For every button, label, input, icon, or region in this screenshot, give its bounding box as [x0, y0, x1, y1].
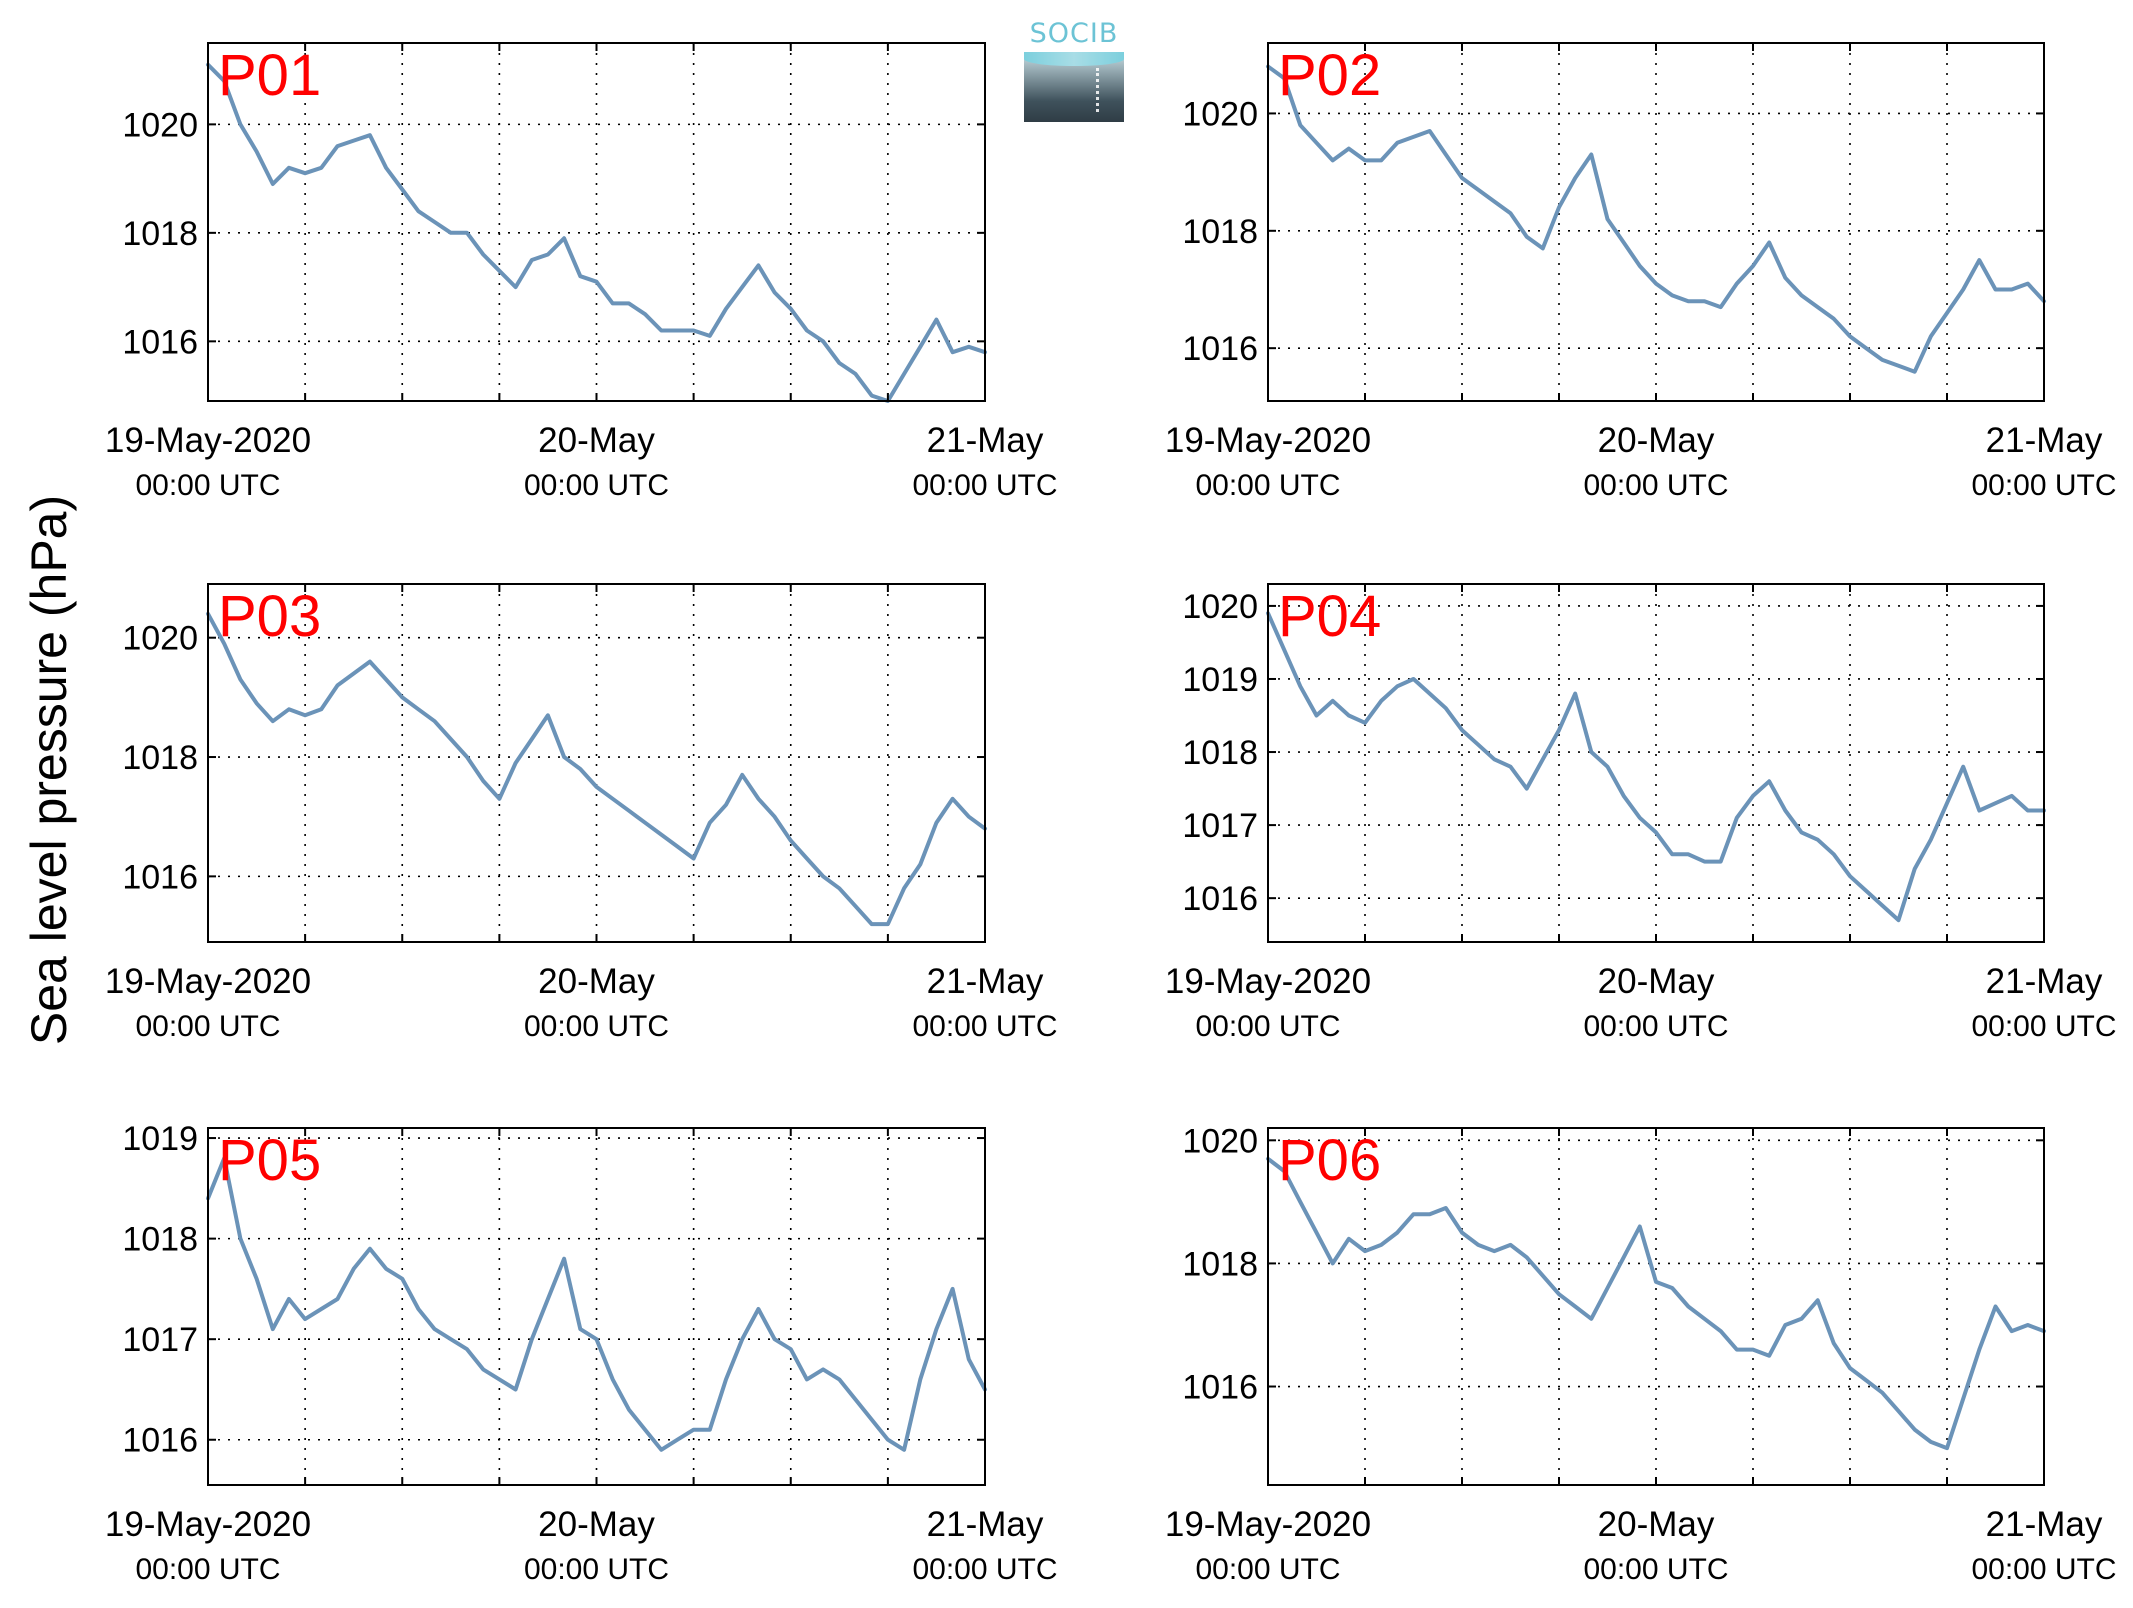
plot-frame [1267, 1127, 2045, 1486]
x-tick-label: 20-May [538, 421, 655, 460]
panel-p03: 1016 1018 1020 19-May-2020 00:00 UTC 20-May 00… [105, 583, 1058, 1043]
y-tick-label: 1016 [1182, 880, 1258, 918]
x-tick-label: 20-May [1598, 962, 1715, 1001]
x-tick-label: 20-May [538, 1505, 655, 1544]
x-tick-sublabel: 00:00 UTC [524, 1010, 669, 1043]
x-tick-sublabel: 00:00 UTC [1583, 1010, 1728, 1043]
x-tick-label: 21-May [927, 962, 1044, 1001]
y-tick-label: 1018 [1182, 734, 1258, 772]
x-tick-label: 20-May [538, 962, 655, 1001]
x-tick-label: 21-May [927, 421, 1044, 460]
y-tick-label: 1016 [122, 323, 198, 361]
x-tick-label: 21-May [1986, 1505, 2103, 1544]
y-tick-label: 1018 [122, 215, 198, 253]
plot-frame [207, 42, 986, 402]
y-tick-label: 1019 [1182, 661, 1258, 699]
y-tick-label: 1020 [122, 106, 198, 144]
series-line-p05 [206, 1156, 987, 1452]
x-tick-sublabel: 00:00 UTC [912, 1010, 1057, 1043]
y-tick-label: 1019 [122, 1120, 198, 1158]
y-axis-title: Sea level pressure (hPa) [21, 495, 77, 1045]
x-tick-label: 21-May [927, 1505, 1044, 1544]
x-tick-sublabel: 00:00 UTC [1195, 469, 1340, 502]
y-tick-label: 1018 [122, 739, 198, 777]
y-tick-label: 1020 [122, 620, 198, 658]
grid [1268, 1128, 2044, 1485]
x-tick-sublabel: 00:00 UTC [524, 469, 669, 502]
series-line-p02 [1266, 64, 2046, 374]
logo-graphic [1024, 52, 1124, 122]
panel-p04: 1016 1017 1018 1019 1020 19-May-2020 00:00 UTC… [1165, 583, 2117, 1043]
x-tick-sublabel: 00:00 UTC [135, 1010, 280, 1043]
y-tick-label: 1020 [1182, 588, 1258, 626]
x-tick-label: 19-May-2020 [105, 962, 311, 1001]
x-tick-sublabel: 00:00 UTC [1195, 1010, 1340, 1043]
panel-label: P01 [218, 43, 321, 108]
x-tick-label: 20-May [1598, 1505, 1715, 1544]
y-tick-label: 1016 [1182, 330, 1258, 368]
grid [208, 43, 985, 401]
y-tick-label: 1018 [1182, 1245, 1258, 1283]
x-tick-sublabel: 00:00 UTC [1583, 1553, 1728, 1586]
grid [208, 584, 985, 942]
x-tick-sublabel: 00:00 UTC [1195, 1553, 1340, 1586]
x-tick-sublabel: 00:00 UTC [1583, 469, 1728, 502]
x-tick-label: 19-May-2020 [105, 421, 311, 460]
y-tick-label: 1020 [1182, 1122, 1258, 1160]
x-tick-sublabel: 00:00 UTC [1971, 1010, 2116, 1043]
y-tick-label: 1017 [122, 1321, 198, 1359]
panel-p05: 1016 1017 1018 1019 19-May-2020 00:00 UTC 20-M… [105, 1120, 1058, 1586]
x-tick-sublabel: 00:00 UTC [135, 469, 280, 502]
x-tick-label: 21-May [1986, 421, 2103, 460]
series-line-p04 [1266, 611, 2046, 923]
y-tick-label: 1017 [1182, 807, 1258, 845]
x-tick-sublabel: 00:00 UTC [912, 469, 1057, 502]
panel-p01: 1016 1018 1020 19-May-2020 00:00 UTC 20-May 00… [105, 42, 1058, 502]
series-line-p03 [206, 611, 987, 927]
y-tick-label: 1020 [1182, 95, 1258, 133]
panel-label: P04 [1278, 584, 1381, 649]
y-tick-label: 1016 [1182, 1369, 1258, 1407]
plot-frame [1267, 583, 2045, 943]
x-tick-sublabel: 00:00 UTC [135, 1553, 280, 1586]
socib-logo: SOCIB [1024, 18, 1124, 122]
logo-text: SOCIB [1029, 18, 1119, 49]
y-tick-label: 1018 [122, 1221, 198, 1259]
x-tick-label: 19-May-2020 [105, 1505, 311, 1544]
series-line-p01 [206, 62, 987, 403]
y-tick-label: 1016 [122, 1422, 198, 1460]
panel-label: P02 [1278, 43, 1381, 108]
panel-p06: 1016 1018 1020 19-May-2020 00:00 UTC 20-May 00… [1165, 1122, 2117, 1586]
series-line-p06 [1266, 1156, 2046, 1451]
panel-label: P03 [218, 584, 321, 649]
grid [1268, 584, 2044, 942]
x-tick-sublabel: 00:00 UTC [1971, 1553, 2116, 1586]
panel-p02: 1016 1018 1020 19-May-2020 00:00 UTC 20-May 00… [1165, 42, 2117, 502]
x-tick-label: 19-May-2020 [1165, 421, 1371, 460]
x-tick-label: 20-May [1598, 421, 1715, 460]
y-tick-label: 1016 [122, 858, 198, 896]
x-tick-label: 21-May [1986, 962, 2103, 1001]
panel-label: P06 [1278, 1128, 1381, 1193]
y-tick-label: 1018 [1182, 213, 1258, 251]
x-tick-label: 19-May-2020 [1165, 1505, 1371, 1544]
x-tick-label: 19-May-2020 [1165, 962, 1371, 1001]
x-tick-sublabel: 00:00 UTC [1971, 469, 2116, 502]
x-tick-sublabel: 00:00 UTC [912, 1553, 1057, 1586]
x-tick-sublabel: 00:00 UTC [524, 1553, 669, 1586]
panel-label: P05 [218, 1128, 321, 1193]
